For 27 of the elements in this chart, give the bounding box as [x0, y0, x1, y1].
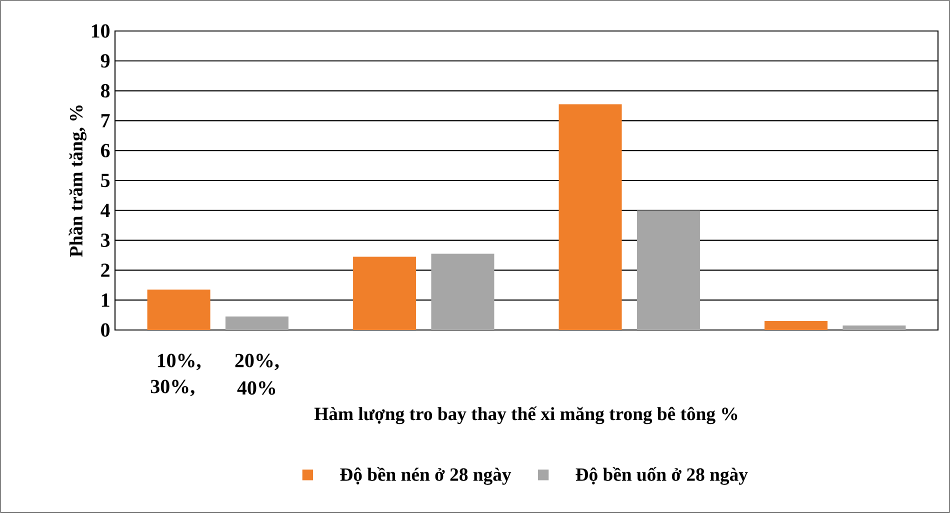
y-tick-label: 2 — [101, 264, 110, 277]
y-tick-label: 4 — [100, 204, 110, 217]
bar — [842, 326, 906, 330]
y-tick-label: 5 — [101, 174, 110, 188]
y-tick-label: 9 — [100, 54, 110, 68]
text: 10%, — [158, 354, 201, 370]
y-axis-title: Phần trăm tăng, % — [68, 106, 86, 257]
x-axis-title: Hàm lượng tro bay thay thế xi măng trong bê tông % — [314, 406, 738, 424]
y-tick-label: 8 — [100, 84, 110, 98]
bar — [147, 290, 210, 330]
bar — [353, 256, 416, 330]
bar — [764, 321, 828, 330]
legend-label: Độ bền nén ở 28 ngày — [340, 467, 512, 485]
y-tick-label: 10 — [92, 24, 110, 38]
y-tick-label: 7 — [101, 114, 110, 128]
text: 40% — [237, 381, 276, 395]
bar — [431, 254, 494, 330]
text: 20%, — [235, 354, 279, 370]
y-tick-label: 3 — [101, 234, 110, 247]
bar — [225, 316, 288, 330]
y-tick-label: 1 — [102, 293, 110, 307]
text: 30%, — [150, 380, 194, 396]
y-tick-label: 6 — [100, 144, 110, 158]
bar — [636, 210, 700, 330]
y-tick-label: 0 — [101, 323, 110, 337]
legend-label: Độ bền uốn ở 28 ngày — [576, 467, 748, 485]
bar — [558, 104, 622, 330]
